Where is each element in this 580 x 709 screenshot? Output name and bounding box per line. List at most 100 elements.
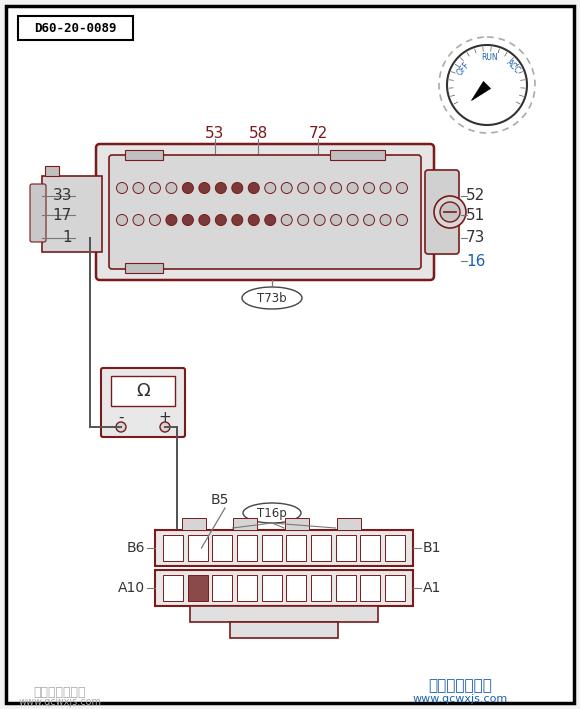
Circle shape	[117, 215, 128, 225]
Circle shape	[166, 182, 177, 194]
FancyBboxPatch shape	[425, 170, 459, 254]
Text: B5: B5	[211, 493, 229, 507]
Bar	[262, 535, 282, 561]
Bar	[212, 575, 233, 601]
Bar	[163, 535, 183, 561]
Circle shape	[281, 182, 292, 194]
Text: 58: 58	[248, 125, 267, 140]
Text: www.qcwxjs.com: www.qcwxjs.com	[412, 694, 508, 704]
Bar	[18, 16, 133, 40]
Circle shape	[232, 215, 243, 225]
Bar	[360, 575, 380, 601]
Bar	[45, 166, 59, 176]
Bar	[336, 518, 361, 530]
Bar	[360, 535, 380, 561]
Circle shape	[397, 182, 408, 194]
Bar	[385, 575, 405, 601]
Bar	[125, 150, 163, 160]
Text: Ω: Ω	[136, 382, 150, 400]
Text: 1: 1	[63, 230, 72, 245]
Text: 33: 33	[53, 189, 72, 203]
Bar	[287, 535, 306, 561]
Ellipse shape	[242, 287, 302, 309]
Circle shape	[116, 422, 126, 432]
FancyBboxPatch shape	[96, 144, 434, 280]
Circle shape	[439, 37, 535, 133]
Bar	[155, 570, 413, 606]
Circle shape	[264, 215, 276, 225]
Text: T16p: T16p	[257, 506, 287, 520]
Text: B1: B1	[423, 541, 441, 555]
Circle shape	[298, 215, 309, 225]
Bar	[188, 535, 208, 561]
Text: 52: 52	[466, 189, 485, 203]
Circle shape	[150, 215, 161, 225]
Bar	[237, 575, 257, 601]
Circle shape	[298, 182, 309, 194]
Circle shape	[314, 215, 325, 225]
Bar	[125, 263, 163, 273]
Text: B6: B6	[126, 541, 145, 555]
Circle shape	[133, 182, 144, 194]
Polygon shape	[472, 82, 491, 101]
Bar	[188, 575, 208, 601]
Text: -: -	[118, 410, 124, 425]
Circle shape	[199, 182, 210, 194]
Bar	[285, 518, 309, 530]
Bar	[233, 518, 258, 530]
Text: 53: 53	[205, 125, 224, 140]
Bar	[42, 176, 102, 252]
FancyBboxPatch shape	[109, 155, 421, 269]
Circle shape	[248, 182, 259, 194]
Circle shape	[347, 215, 358, 225]
Bar	[190, 606, 378, 622]
Circle shape	[364, 182, 375, 194]
Circle shape	[117, 182, 128, 194]
Bar	[212, 535, 233, 561]
Bar	[163, 575, 183, 601]
Circle shape	[380, 182, 391, 194]
Text: www.qcwxjs.com: www.qcwxjs.com	[19, 697, 102, 707]
Circle shape	[314, 182, 325, 194]
Circle shape	[182, 182, 193, 194]
Ellipse shape	[243, 503, 301, 523]
Bar	[336, 575, 356, 601]
Circle shape	[166, 215, 177, 225]
Circle shape	[150, 182, 161, 194]
Text: 73: 73	[466, 230, 485, 245]
Text: A1: A1	[423, 581, 441, 595]
Circle shape	[347, 182, 358, 194]
Bar	[385, 535, 405, 561]
Circle shape	[264, 182, 276, 194]
Circle shape	[440, 202, 460, 222]
Text: 72: 72	[309, 125, 328, 140]
Text: RUN: RUN	[481, 52, 498, 62]
Text: 51: 51	[466, 208, 485, 223]
Text: 汽车维修技术网: 汽车维修技术网	[34, 686, 86, 698]
Circle shape	[182, 215, 193, 225]
Bar	[330, 150, 385, 160]
Bar	[111, 376, 175, 406]
Circle shape	[434, 196, 466, 228]
Circle shape	[447, 45, 527, 125]
Circle shape	[397, 215, 408, 225]
Circle shape	[331, 182, 342, 194]
Circle shape	[232, 182, 243, 194]
Bar	[182, 518, 206, 530]
Circle shape	[160, 422, 170, 432]
Circle shape	[215, 215, 226, 225]
Circle shape	[331, 215, 342, 225]
Text: ACC: ACC	[504, 58, 521, 76]
Circle shape	[199, 215, 210, 225]
Bar	[311, 575, 331, 601]
Circle shape	[380, 215, 391, 225]
Text: D60-20-0089: D60-20-0089	[34, 23, 116, 35]
Circle shape	[215, 182, 226, 194]
Bar	[262, 575, 282, 601]
Circle shape	[248, 215, 259, 225]
Circle shape	[281, 215, 292, 225]
Bar	[336, 535, 356, 561]
Bar	[155, 530, 413, 566]
Text: 汽车维修技术网: 汽车维修技术网	[428, 679, 492, 693]
Text: T73b: T73b	[257, 291, 287, 304]
